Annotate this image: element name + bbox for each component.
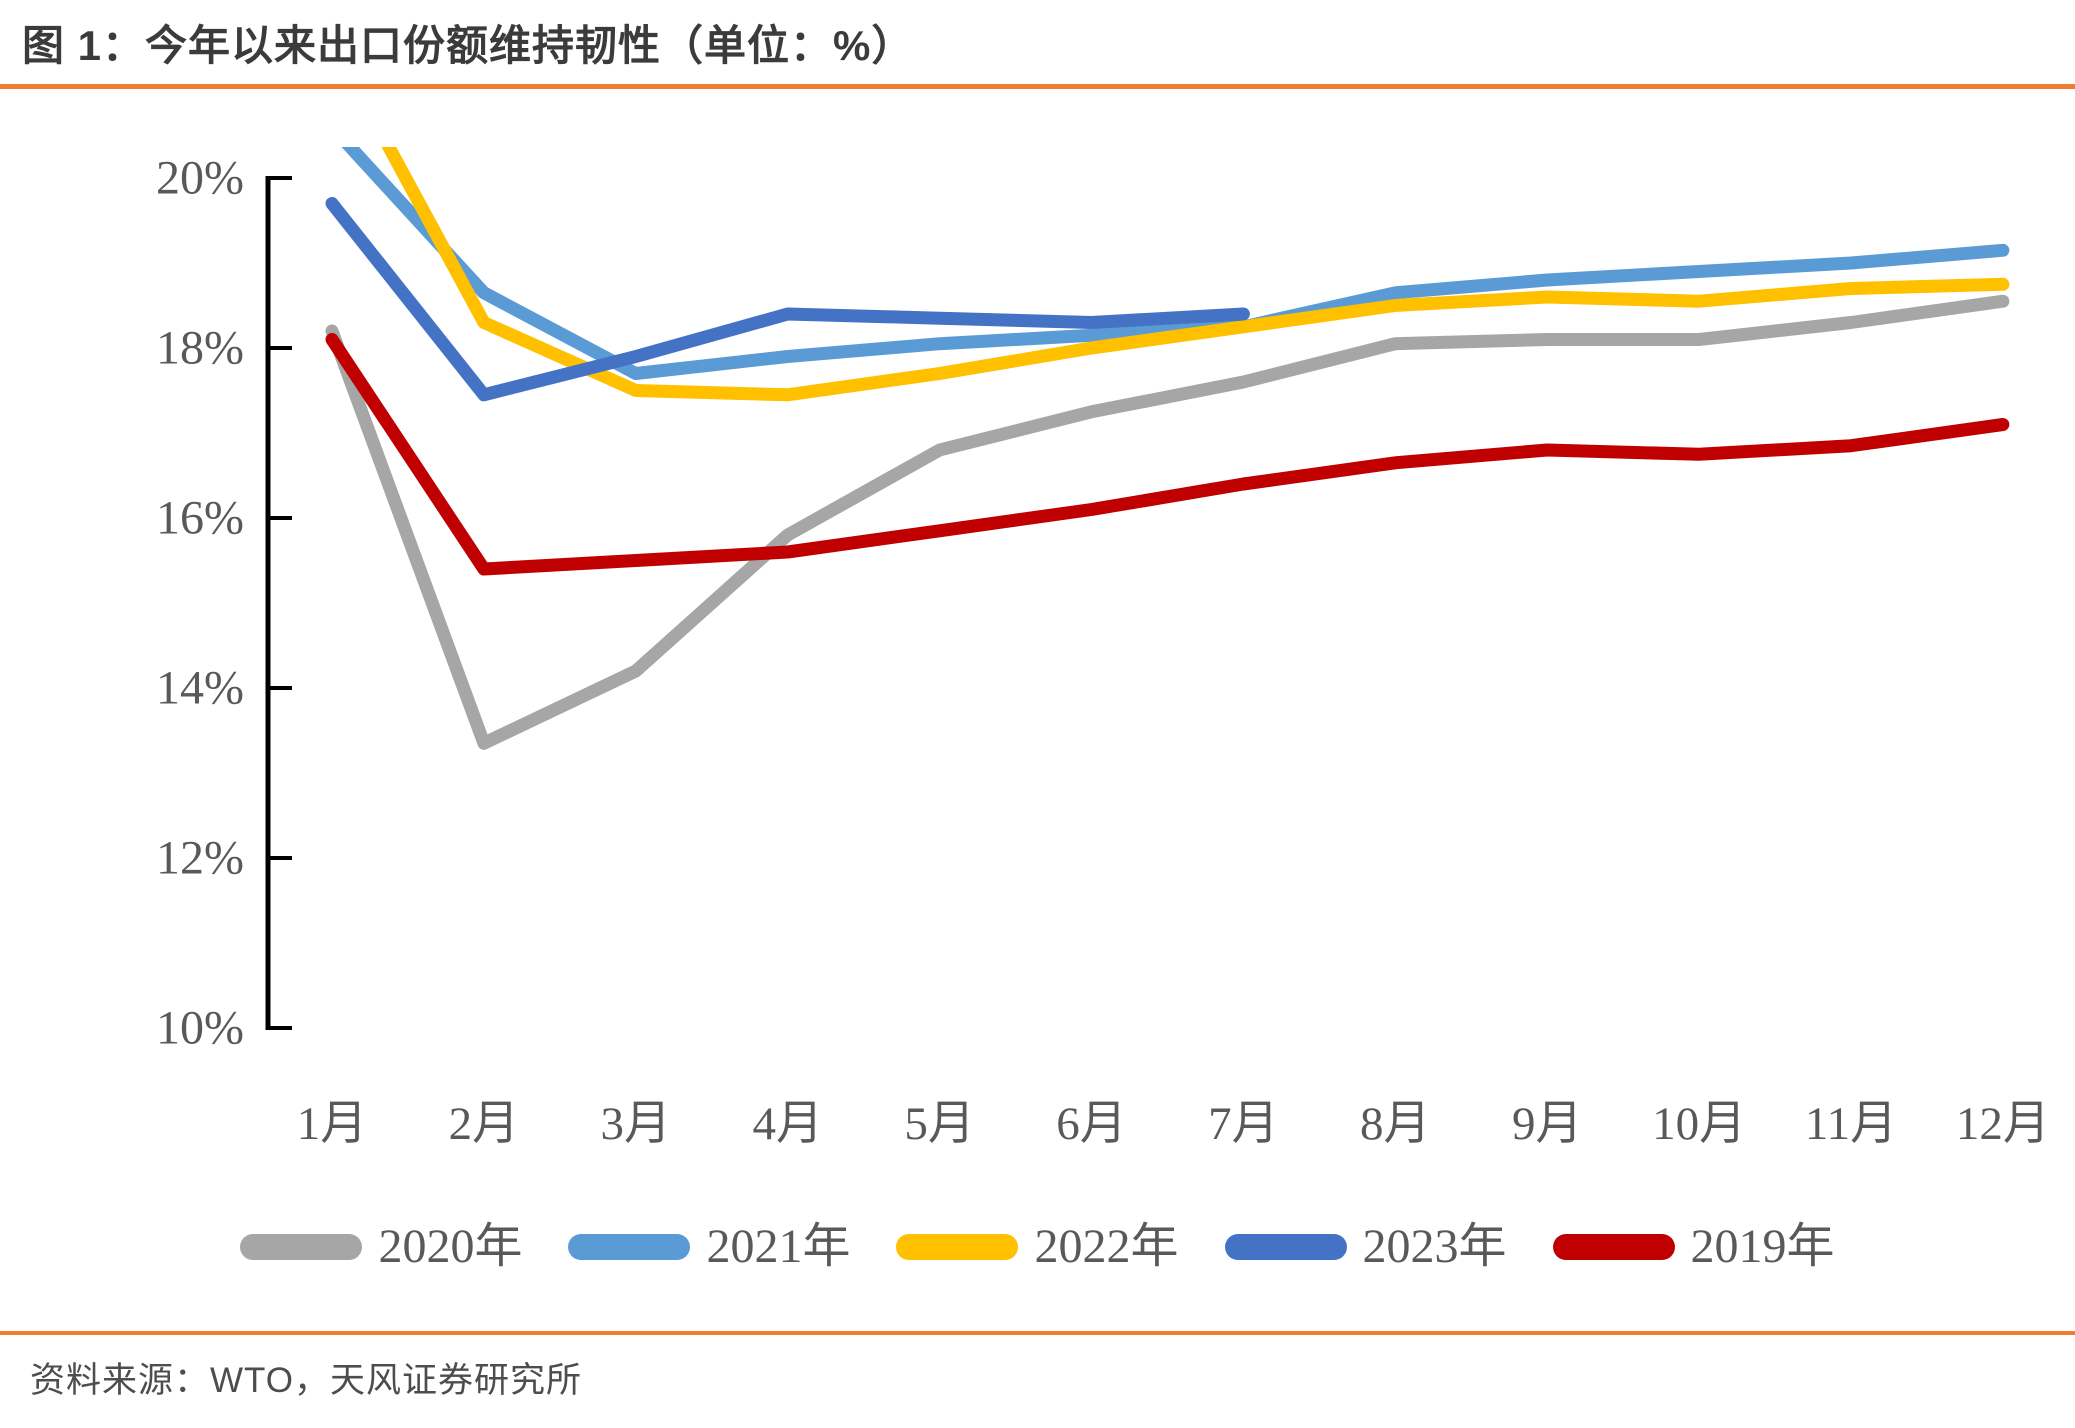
legend-label: 2019年 [1690,1220,1835,1273]
legend-item-2022年: 2022年 [896,1220,1179,1273]
legend-swatch-2023年 [1224,1234,1347,1260]
y-tick-label: 20% [156,152,244,205]
legend-item-2023年: 2023年 [1224,1220,1507,1273]
source-note: 资料来源：WTO，天风证券研究所 [30,1361,583,1400]
x-tick-label: 11月 [1805,1098,1897,1150]
legend-swatch-2022年 [896,1234,1019,1260]
chart-legend: 2020年 2021年 2022年 2023年 2019年 [0,1210,2075,1284]
x-tick-label: 7月 [1208,1098,1279,1150]
legend-item-2019年: 2019年 [1552,1220,1835,1273]
legend-label: 2020年 [378,1220,523,1273]
footer-divider [0,1331,2075,1335]
legend-swatch-2019年 [1552,1234,1675,1260]
x-tick-label: 4月 [752,1098,823,1150]
series-line-2020年 [325,294,2010,750]
legend-label: 2023年 [1362,1220,1507,1273]
x-tick-label: 3月 [601,1098,672,1150]
x-tick-label: 12月 [1956,1098,2050,1150]
x-tick-label: 2月 [449,1098,520,1150]
figure-title: 图 1：今年以来出口份额维持韧性（单位：%） [22,22,915,69]
x-tick-label: 8月 [1360,1098,1431,1150]
x-tick-label: 9月 [1512,1098,1583,1150]
legend-item-2020年: 2020年 [240,1223,522,1271]
series-line-2019年 [325,333,2010,576]
y-tick-label: 12% [156,832,244,885]
title-underline [0,84,2075,89]
x-tick-label: 5月 [904,1098,975,1150]
series-line-2023年 [325,197,1250,402]
x-tick-label: 1月 [297,1098,368,1150]
series-line-2022年 [381,147,2010,402]
legend-label: 2022年 [1034,1220,1179,1273]
y-tick-label: 16% [156,492,244,545]
y-tick-label: 14% [156,662,244,715]
x-tick-label: 10月 [1652,1098,1746,1150]
y-tick-label: 10% [156,1002,244,1055]
legend-label: 2021年 [706,1220,851,1273]
y-tick-label: 18% [156,322,244,375]
legend-swatch-2020年 [240,1234,363,1260]
legend-item-2021年: 2021年 [568,1223,850,1271]
x-tick-label: 6月 [1056,1098,1127,1150]
legend-swatch-2021年 [568,1234,691,1260]
